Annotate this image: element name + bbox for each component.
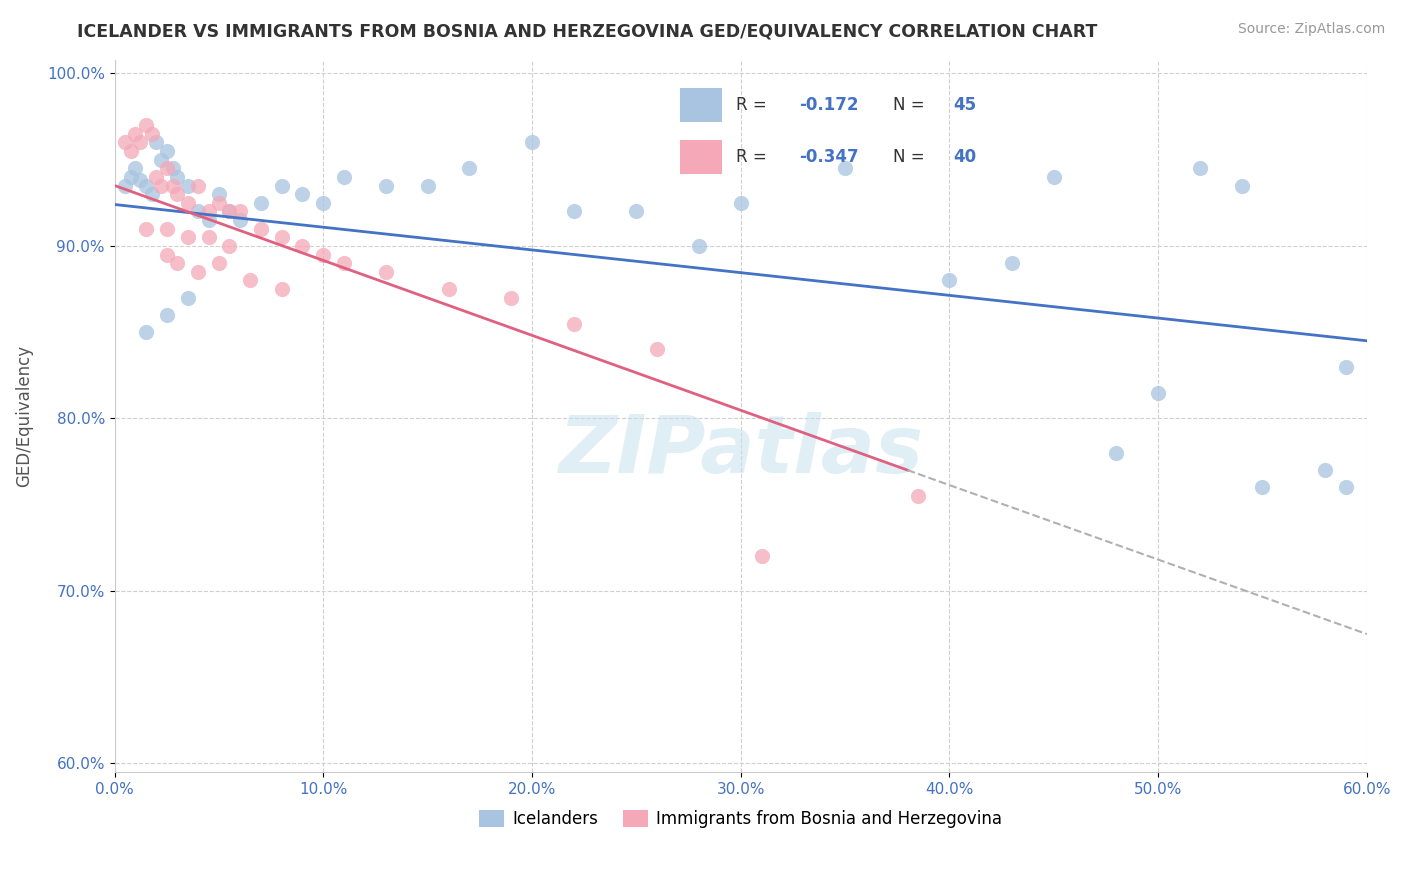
Point (176, 178, 198, 193)
Point (120, 169, 142, 184)
Point (141, 127, 163, 141)
Point (156, 308, 179, 322)
Point (312, 195, 335, 210)
Point (187, 265, 209, 279)
Point (1334, 359, 1357, 374)
Point (135, 178, 157, 193)
Point (562, 317, 585, 331)
Point (162, 178, 184, 193)
Point (270, 282, 292, 296)
Point (520, 136, 543, 150)
Point (166, 187, 188, 202)
Point (333, 256, 356, 270)
Point (124, 161, 146, 176)
Point (114, 136, 136, 150)
Point (229, 213, 252, 227)
Point (145, 136, 167, 150)
Point (128, 173, 150, 187)
Point (128, 136, 150, 150)
Point (1001, 256, 1024, 270)
Point (208, 256, 231, 270)
Point (270, 178, 292, 193)
Point (312, 247, 335, 261)
Legend: Icelanders, Immigrants from Bosnia and Herzegovina: Icelanders, Immigrants from Bosnia and H… (472, 804, 1010, 835)
Point (156, 247, 179, 261)
Point (938, 273, 960, 287)
Point (645, 343, 668, 357)
Point (270, 230, 292, 244)
Point (501, 291, 523, 305)
Point (458, 161, 481, 176)
Point (166, 169, 188, 184)
Point (907, 489, 929, 503)
Point (149, 178, 172, 193)
Point (437, 282, 460, 296)
Point (114, 178, 136, 193)
Text: ICELANDER VS IMMIGRANTS FROM BOSNIA AND HERZEGOVINA GED/EQUIVALENCY CORRELATION : ICELANDER VS IMMIGRANTS FROM BOSNIA AND … (77, 22, 1098, 40)
Point (218, 204, 240, 219)
Point (730, 195, 752, 210)
Point (162, 161, 184, 176)
Text: ZIPatlas: ZIPatlas (558, 412, 924, 491)
Point (374, 178, 396, 193)
Point (156, 161, 179, 176)
Point (197, 213, 219, 227)
Point (751, 549, 773, 564)
Point (218, 204, 240, 219)
Point (1251, 480, 1274, 494)
Point (229, 204, 252, 219)
Point (187, 204, 209, 219)
Point (135, 325, 157, 339)
Point (291, 239, 314, 253)
Point (416, 178, 439, 193)
Point (176, 291, 198, 305)
Point (374, 265, 396, 279)
Point (176, 230, 198, 244)
Text: Source: ZipAtlas.com: Source: ZipAtlas.com (1237, 22, 1385, 37)
Point (1105, 446, 1128, 460)
Point (156, 221, 179, 235)
Point (1147, 385, 1170, 400)
Point (176, 195, 198, 210)
Point (197, 204, 219, 219)
Point (291, 187, 314, 202)
Point (135, 221, 157, 235)
Point (208, 187, 231, 202)
Point (1188, 161, 1211, 176)
Point (187, 178, 209, 193)
Point (1230, 178, 1253, 193)
Y-axis label: GED/Equivalency: GED/Equivalency (15, 345, 32, 487)
Point (197, 230, 219, 244)
Point (1334, 480, 1357, 494)
Point (149, 153, 172, 167)
Point (1313, 463, 1336, 477)
Point (120, 144, 142, 158)
Point (333, 169, 356, 184)
Point (124, 127, 146, 141)
Point (239, 273, 262, 287)
Point (156, 144, 179, 158)
Point (166, 256, 188, 270)
Point (208, 195, 231, 210)
Point (135, 118, 157, 132)
Point (626, 204, 648, 219)
Point (141, 187, 163, 202)
Point (145, 169, 167, 184)
Point (1042, 169, 1064, 184)
Point (562, 204, 585, 219)
Point (834, 161, 856, 176)
Point (218, 239, 240, 253)
Point (688, 239, 710, 253)
Point (249, 221, 271, 235)
Point (249, 195, 271, 210)
